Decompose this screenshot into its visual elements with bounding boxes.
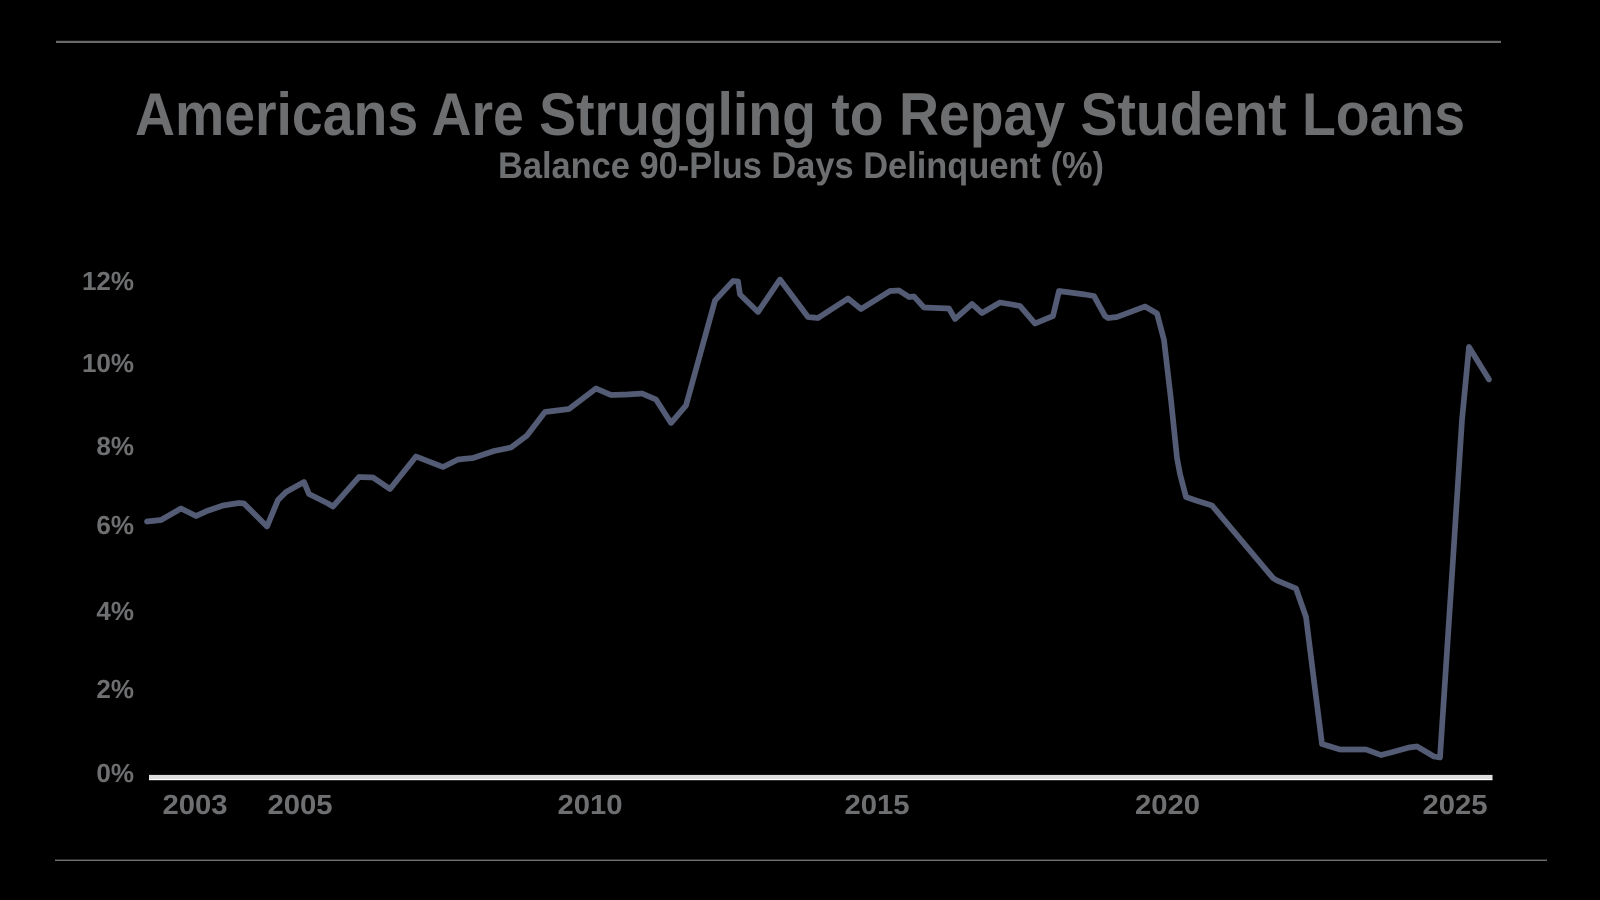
- svg-text:2%: 2%: [96, 674, 134, 704]
- svg-text:Balance 90-Plus Days Delinquen: Balance 90-Plus Days Delinquent (%): [498, 145, 1104, 186]
- svg-text:2020: 2020: [1135, 789, 1200, 820]
- svg-text:2003: 2003: [163, 789, 228, 820]
- svg-text:6%: 6%: [96, 510, 134, 540]
- svg-text:2015: 2015: [845, 789, 910, 820]
- svg-text:4%: 4%: [96, 596, 134, 626]
- svg-text:2005: 2005: [268, 789, 333, 820]
- svg-text:10%: 10%: [82, 348, 134, 378]
- svg-text:8%: 8%: [96, 431, 134, 461]
- svg-text:12%: 12%: [82, 266, 134, 296]
- svg-text:Americans Are Struggling to Re: Americans Are Struggling to Repay Studen…: [135, 81, 1465, 148]
- svg-text:0%: 0%: [96, 758, 134, 788]
- svg-text:2025: 2025: [1423, 789, 1488, 820]
- svg-text:2010: 2010: [558, 789, 623, 820]
